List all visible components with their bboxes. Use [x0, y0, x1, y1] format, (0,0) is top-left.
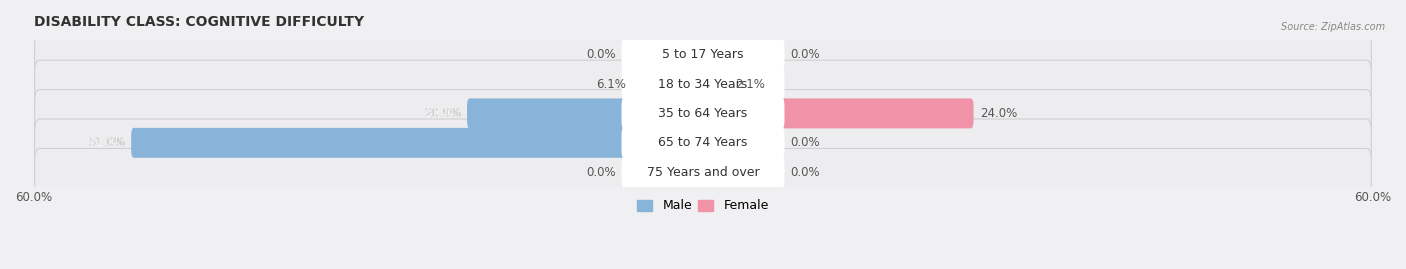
FancyBboxPatch shape [131, 128, 706, 158]
Text: 51.0%: 51.0% [89, 136, 125, 149]
FancyBboxPatch shape [700, 69, 730, 99]
FancyBboxPatch shape [35, 60, 1371, 108]
Text: 65 to 74 Years: 65 to 74 Years [658, 136, 748, 149]
Text: 0.0%: 0.0% [790, 166, 820, 179]
Text: 0.0%: 0.0% [790, 136, 820, 149]
FancyBboxPatch shape [621, 156, 785, 189]
FancyBboxPatch shape [621, 126, 785, 159]
Text: 0.0%: 0.0% [586, 48, 616, 61]
Text: 2.1%: 2.1% [735, 77, 765, 90]
FancyBboxPatch shape [621, 97, 785, 130]
FancyBboxPatch shape [35, 90, 1371, 137]
Text: Source: ZipAtlas.com: Source: ZipAtlas.com [1281, 22, 1385, 31]
FancyBboxPatch shape [621, 68, 785, 101]
FancyBboxPatch shape [35, 148, 1371, 196]
FancyBboxPatch shape [633, 69, 706, 99]
Text: 18 to 34 Years: 18 to 34 Years [658, 77, 748, 90]
Text: 5 to 17 Years: 5 to 17 Years [662, 48, 744, 61]
Text: 20.9%: 20.9% [423, 107, 461, 120]
Text: 6.1%: 6.1% [596, 77, 626, 90]
Text: 51.0%: 51.0% [89, 136, 125, 149]
Legend: Male, Female: Male, Female [633, 194, 773, 217]
Text: 20.9%: 20.9% [423, 107, 461, 120]
FancyBboxPatch shape [621, 38, 785, 71]
FancyBboxPatch shape [35, 119, 1371, 167]
Text: DISABILITY CLASS: COGNITIVE DIFFICULTY: DISABILITY CLASS: COGNITIVE DIFFICULTY [34, 15, 364, 29]
Text: 0.0%: 0.0% [586, 166, 616, 179]
FancyBboxPatch shape [35, 31, 1371, 79]
Text: 35 to 64 Years: 35 to 64 Years [658, 107, 748, 120]
Text: 0.0%: 0.0% [790, 48, 820, 61]
Text: 75 Years and over: 75 Years and over [647, 166, 759, 179]
FancyBboxPatch shape [467, 98, 706, 128]
FancyBboxPatch shape [700, 98, 973, 128]
Text: 24.0%: 24.0% [980, 107, 1017, 120]
